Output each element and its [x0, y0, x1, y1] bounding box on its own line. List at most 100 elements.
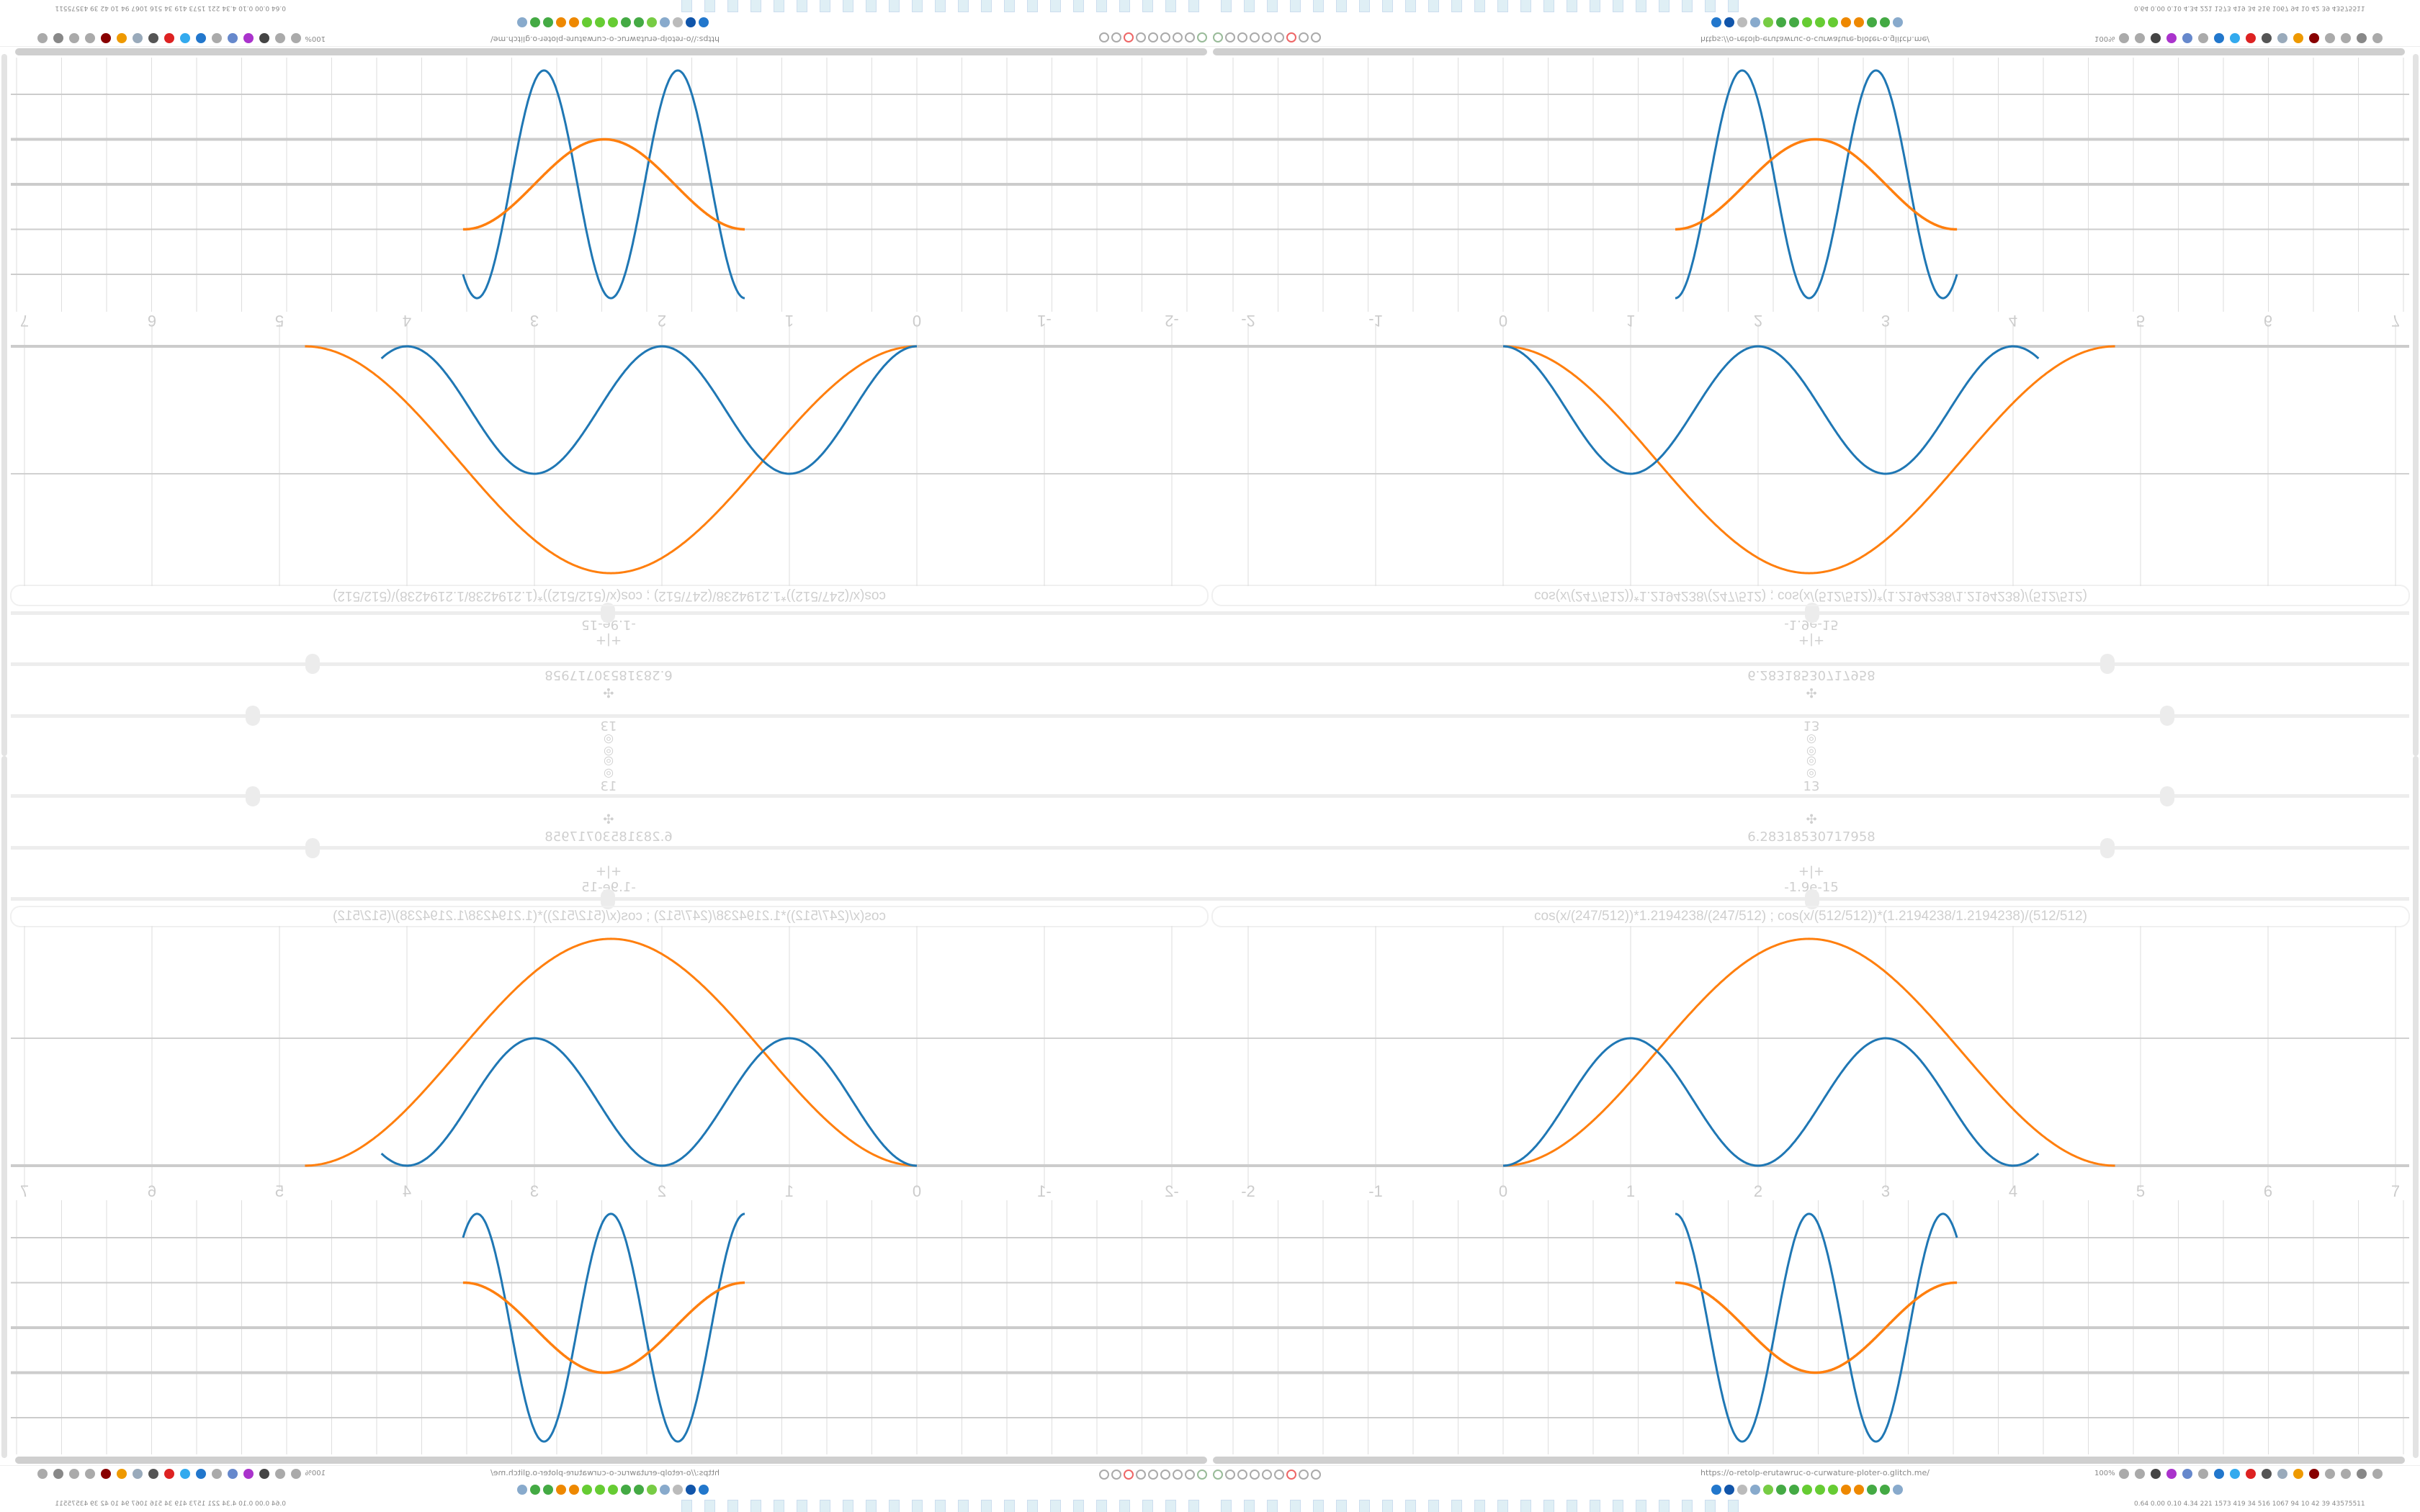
extension-icon[interactable]: [2341, 1469, 2351, 1479]
extension-icon[interactable]: [133, 33, 143, 43]
extension-icon[interactable]: [2230, 1469, 2240, 1479]
taskbar-app-icon[interactable]: [1119, 1500, 1130, 1512]
extension-icon[interactable]: [291, 33, 301, 43]
extension-icon[interactable]: [2277, 33, 2287, 43]
taskbar-app-icon[interactable]: [1613, 0, 1623, 12]
taskbar-app-icon[interactable]: [1728, 1500, 1739, 1512]
extension-icon[interactable]: [164, 1469, 174, 1479]
bookmark-icon[interactable]: [582, 1485, 592, 1495]
extension-icon[interactable]: [2309, 1469, 2319, 1479]
bookmark-icon[interactable]: [1841, 1485, 1851, 1495]
extension-icon[interactable]: [196, 1469, 206, 1479]
taskbar-app-icon[interactable]: [820, 1500, 830, 1512]
bookmark-icon[interactable]: [1763, 17, 1773, 27]
bookmark-icon[interactable]: [621, 17, 631, 27]
extension-icon[interactable]: [180, 1469, 190, 1479]
extension-icon[interactable]: [37, 33, 48, 43]
taskbar-app-icon[interactable]: [889, 1500, 900, 1512]
extension-icon[interactable]: [2119, 33, 2129, 43]
bookmark-icon[interactable]: [660, 1485, 670, 1495]
bookmark-icon[interactable]: [608, 17, 618, 27]
extension-icon[interactable]: [2357, 33, 2367, 43]
bookmark-icon[interactable]: [634, 1485, 644, 1495]
taskbar-app-icon[interactable]: [1050, 1500, 1061, 1512]
bookmark-icon[interactable]: [595, 17, 605, 27]
extension-icon[interactable]: [228, 33, 238, 43]
taskbar-app-icon[interactable]: [1705, 1500, 1716, 1512]
taskbar-app-icon[interactable]: [958, 1500, 969, 1512]
bookmark-icon[interactable]: [686, 1485, 696, 1495]
taskbar-app-icon[interactable]: [1290, 0, 1301, 12]
taskbar-app-icon[interactable]: [1313, 0, 1324, 12]
taskbar-app-icon[interactable]: [1520, 0, 1531, 12]
taskbar-app-icon[interactable]: [681, 1500, 692, 1512]
count-slider-thumb[interactable]: [2160, 786, 2174, 806]
taskbar-app-icon[interactable]: [1590, 1500, 1600, 1512]
taskbar-app-icon[interactable]: [1165, 1500, 1176, 1512]
bookmark-icon[interactable]: [1789, 17, 1799, 27]
taskbar-app-icon[interactable]: [1405, 0, 1416, 12]
count-slider[interactable]: [1210, 786, 2409, 806]
taskbar-app-icon[interactable]: [981, 0, 992, 12]
bookmark-icon[interactable]: [660, 17, 670, 27]
toolbar-icon[interactable]: [1237, 1470, 1247, 1480]
bookmark-icon[interactable]: [634, 17, 644, 27]
taskbar-app-icon[interactable]: [1073, 0, 1084, 12]
bookmark-icon[interactable]: [1841, 17, 1851, 27]
extension-icon[interactable]: [2293, 1469, 2303, 1479]
bookmark-icon[interactable]: [1828, 1485, 1838, 1495]
taskbar-app-icon[interactable]: [1359, 1500, 1370, 1512]
bookmark-icon[interactable]: [543, 17, 553, 27]
bookmark-icon[interactable]: [608, 1485, 618, 1495]
extension-icon[interactable]: [2151, 33, 2161, 43]
bookmark-icon[interactable]: [595, 1485, 605, 1495]
taskbar-app-icon[interactable]: [1267, 1500, 1278, 1512]
toolbar-icon[interactable]: [1274, 1470, 1284, 1480]
taskbar-app-icon[interactable]: [1290, 1500, 1301, 1512]
vertical-scrollbar[interactable]: [1, 756, 7, 1458]
bookmark-icon[interactable]: [1711, 17, 1721, 27]
url-bar[interactable]: https://o-retolp-erutawruc-o-curwature-p…: [1700, 1468, 1930, 1477]
taskbar-app-icon[interactable]: [1474, 0, 1485, 12]
taskbar-app-icon[interactable]: [1474, 1500, 1485, 1512]
extension-icon[interactable]: [2198, 1469, 2208, 1479]
bookmark-icon[interactable]: [1880, 1485, 1890, 1495]
taskbar-app-icon[interactable]: [1027, 1500, 1038, 1512]
taskbar-app-icon[interactable]: [1221, 0, 1232, 12]
bookmark-icon[interactable]: [1737, 1485, 1747, 1495]
taskbar-app-icon[interactable]: [1244, 0, 1255, 12]
taskbar-app-icon[interactable]: [797, 0, 807, 12]
extension-icon[interactable]: [101, 1469, 111, 1479]
taskbar-app-icon[interactable]: [1520, 1500, 1531, 1512]
taskbar-app-icon[interactable]: [1359, 0, 1370, 12]
extension-icon[interactable]: [259, 33, 269, 43]
formula-input[interactable]: cos(x/(247/512))*1.2194238/(247/512) ; c…: [1211, 906, 2410, 927]
bookmark-icon[interactable]: [1815, 1485, 1825, 1495]
offset-slider-thumb[interactable]: [1805, 889, 1819, 909]
extension-icon[interactable]: [2262, 1469, 2272, 1479]
taskbar-app-icon[interactable]: [958, 0, 969, 12]
bookmark-icon[interactable]: [569, 1485, 579, 1495]
vertical-scrollbar[interactable]: [1, 54, 7, 756]
extension-icon[interactable]: [2214, 33, 2224, 43]
extension-icon[interactable]: [164, 33, 174, 43]
extension-icon[interactable]: [2182, 33, 2192, 43]
extension-icon[interactable]: [180, 33, 190, 43]
toolbar-icon[interactable]: [1286, 1470, 1296, 1480]
taskbar-app-icon[interactable]: [1428, 0, 1439, 12]
extension-icon[interactable]: [2166, 1469, 2177, 1479]
extension-icon[interactable]: [2325, 1469, 2335, 1479]
taskbar-app-icon[interactable]: [774, 0, 784, 12]
taskbar-app-icon[interactable]: [704, 1500, 715, 1512]
horizontal-scrollbar[interactable]: [1213, 1457, 2405, 1464]
taskbar-app-icon[interactable]: [820, 0, 830, 12]
extension-icon[interactable]: [212, 1469, 222, 1479]
bookmark-icon[interactable]: [1724, 1485, 1734, 1495]
taskbar-app-icon[interactable]: [1590, 0, 1600, 12]
extension-icon[interactable]: [243, 33, 254, 43]
extension-icon[interactable]: [2341, 33, 2351, 43]
bookmark-icon[interactable]: [530, 17, 540, 27]
toolbar-icon[interactable]: [1311, 1470, 1321, 1480]
bookmark-icon[interactable]: [1893, 1485, 1903, 1495]
bookmark-icon[interactable]: [699, 17, 709, 27]
